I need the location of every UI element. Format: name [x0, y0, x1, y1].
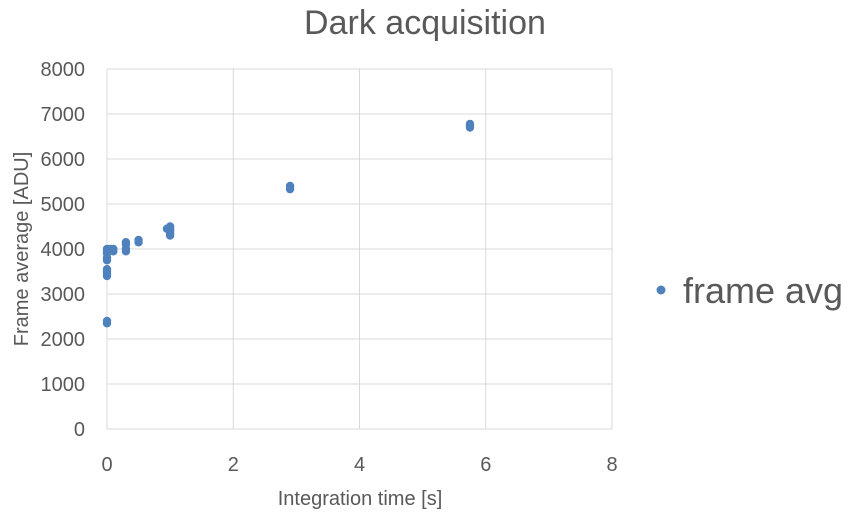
x-tick-label: 2	[228, 454, 239, 476]
data-point	[162, 224, 172, 233]
x-tick-label: 0	[101, 454, 112, 476]
y-axis-label: Frame average [ADU]	[11, 152, 33, 347]
y-tick-label: 8000	[41, 59, 86, 81]
data-point	[285, 181, 295, 191]
data-point	[465, 119, 475, 129]
data-point	[134, 235, 143, 245]
y-tick-label: 5000	[41, 194, 86, 216]
grid	[106, 68, 613, 430]
chart-title: Dark acquisition	[304, 4, 546, 42]
legend-label: frame avg	[683, 270, 843, 311]
y-tick-label: 2000	[41, 329, 86, 351]
y-tick-label: 0	[74, 419, 85, 441]
y-tick-label: 7000	[41, 104, 86, 126]
y-tick-label: 3000	[41, 284, 86, 306]
x-tick-label: 4	[354, 454, 365, 476]
legend: frame avg	[656, 270, 843, 311]
legend-marker	[656, 285, 666, 295]
data-point	[121, 238, 131, 247]
data-point	[109, 244, 118, 254]
x-tick-labels: 0 2 4 6 8	[101, 454, 617, 476]
x-tick-label: 8	[606, 454, 617, 476]
plot-area	[102, 119, 475, 328]
x-axis-label: Integration time [s]	[278, 488, 443, 510]
y-tick-label: 6000	[41, 149, 86, 171]
y-tick-labels: 0 1000 2000 3000 4000 5000 6000 7000 8000	[41, 59, 86, 441]
x-tick-label: 6	[480, 454, 491, 476]
y-tick-label: 4000	[41, 239, 86, 261]
data-point	[102, 316, 112, 326]
y-tick-label: 1000	[41, 374, 86, 396]
data-point	[102, 265, 112, 274]
